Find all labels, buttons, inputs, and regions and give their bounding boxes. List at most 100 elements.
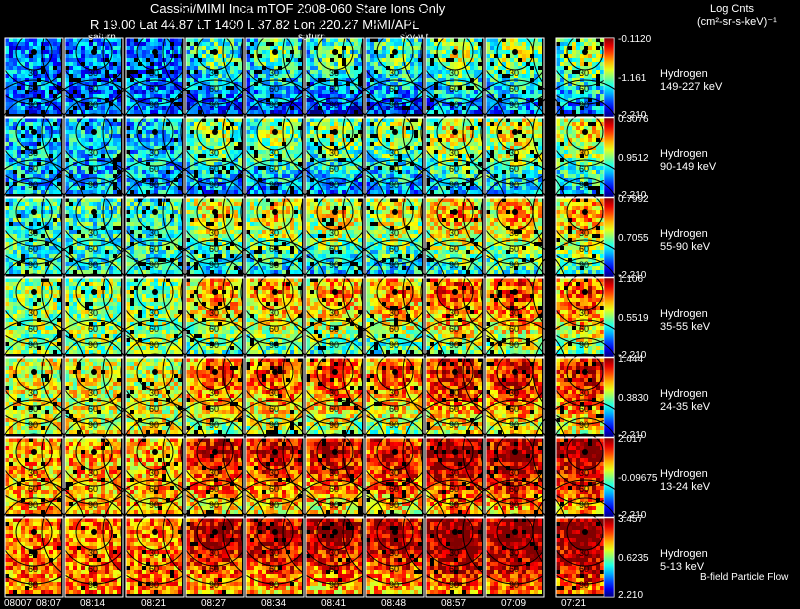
- panel-image: [162, 0, 268, 114]
- contour-label: 30: [509, 228, 519, 238]
- contour-label: 90: [509, 260, 519, 270]
- contour-label: 90: [329, 500, 339, 510]
- panel-frame: [4, 37, 64, 118]
- colorbar-mid: 0.3830: [618, 392, 649, 404]
- panel-frame: [485, 437, 545, 518]
- contour-label: 60: [329, 564, 339, 574]
- panel-frame: [305, 437, 365, 518]
- contour-label: 90: [269, 500, 279, 510]
- contour-label: 30: [209, 468, 219, 478]
- contour-label: 30: [209, 548, 219, 558]
- panel-frame: [425, 437, 485, 518]
- contour-label: 60: [509, 564, 519, 574]
- contour-label: 90: [269, 100, 279, 110]
- colorbar-max: -0.1120: [618, 34, 652, 45]
- contour-label: 30: [329, 468, 339, 478]
- species-label: Hydrogen: [660, 148, 708, 160]
- contour-label: 60: [449, 484, 459, 494]
- contour-label: 30: [389, 228, 399, 238]
- contour-label: 30: [509, 548, 519, 558]
- contour-label: 60: [509, 404, 519, 414]
- colorbar-min: -2.210: [618, 270, 647, 281]
- contour-label: 30: [579, 548, 589, 558]
- contour-label: 60: [149, 244, 159, 254]
- colorbar-mid: -1.161: [618, 72, 647, 84]
- colorbar-max: 0.3076: [618, 114, 649, 125]
- panel-frame: [64, 357, 124, 438]
- panel-frame: [4, 437, 64, 518]
- contour-label: 30: [209, 68, 219, 78]
- energy-range-label: 13-24 keV: [660, 481, 711, 493]
- colorbar-min: -2.210: [618, 190, 647, 201]
- contour-label: 60: [449, 244, 459, 254]
- contour-label: 30: [88, 468, 98, 478]
- time-tick-label: 08:14: [80, 598, 106, 609]
- panel-image: [0, 0, 87, 114]
- contour-label: 90: [509, 580, 519, 590]
- contour-label: 60: [449, 84, 459, 94]
- panel-image: [222, 399, 328, 514]
- panel-image: [162, 399, 268, 514]
- panel-frame: [305, 117, 365, 198]
- panel-frame: [245, 37, 305, 118]
- panel-image: [0, 479, 87, 594]
- contour-label: 30: [209, 228, 219, 238]
- contour-label: 30: [389, 548, 399, 558]
- contour-label: 30: [329, 308, 339, 318]
- contour-label: 60: [579, 404, 589, 414]
- contour-label: 90: [389, 500, 399, 510]
- panel-frame: [185, 117, 245, 198]
- panel-frame: [125, 197, 185, 278]
- contour-label: 30: [329, 548, 339, 558]
- contour-label: 60: [269, 484, 279, 494]
- contour-label: 30: [88, 308, 98, 318]
- contour-label: 90: [28, 580, 38, 590]
- contour-label: 90: [579, 100, 589, 110]
- contour-label: 60: [88, 84, 98, 94]
- contour-label: 90: [269, 580, 279, 590]
- contour-label: 90: [389, 260, 399, 270]
- panel-image: [0, 79, 87, 194]
- contour-label: 90: [329, 580, 339, 590]
- contour-label: 60: [209, 564, 219, 574]
- colorbar-min: 2.210: [618, 590, 644, 601]
- species-label: Hydrogen: [660, 228, 708, 240]
- contour-label: 60: [449, 164, 459, 174]
- panel-frame: [485, 37, 545, 118]
- contour-label: 90: [28, 260, 38, 270]
- contour-label: 30: [449, 308, 459, 318]
- contour-label: 60: [209, 164, 219, 174]
- contour-label: 30: [329, 228, 339, 238]
- contour-label: 60: [209, 324, 219, 334]
- panel-image: [41, 479, 147, 594]
- contour-label: 90: [209, 100, 219, 110]
- contour-label: 90: [329, 180, 339, 190]
- panel-frame: [4, 517, 64, 598]
- colorbar-units: (cm²-sr-s-keV)⁻¹: [697, 16, 777, 28]
- contour-label: 90: [88, 420, 98, 430]
- contour-label: 30: [389, 148, 399, 158]
- contour-label: 30: [449, 388, 459, 398]
- contour-label: 90: [88, 180, 98, 190]
- contour-label: 30: [149, 468, 159, 478]
- time-tick-label: 08:21: [141, 598, 167, 609]
- contour-label: 60: [329, 244, 339, 254]
- contour-label: 60: [28, 84, 38, 94]
- contour-label: 30: [28, 468, 38, 478]
- contour-label: 60: [269, 164, 279, 174]
- panel-image: [102, 239, 208, 354]
- contour-label: 60: [389, 484, 399, 494]
- contour-label: 90: [449, 260, 459, 270]
- panel-image: [102, 79, 208, 194]
- colorbar: [603, 197, 615, 278]
- energy-range-label: 35-55 keV: [660, 321, 711, 333]
- contour-label: 90: [28, 420, 38, 430]
- contour-label: 90: [329, 340, 339, 350]
- panel-frame: [185, 37, 245, 118]
- contour-label: 30: [88, 148, 98, 158]
- time-tick-label: 08:34: [261, 598, 287, 609]
- panel-frame: [425, 37, 485, 118]
- contour-label: 90: [389, 420, 399, 430]
- panel-image: [462, 239, 568, 354]
- panel-frame: [185, 197, 245, 278]
